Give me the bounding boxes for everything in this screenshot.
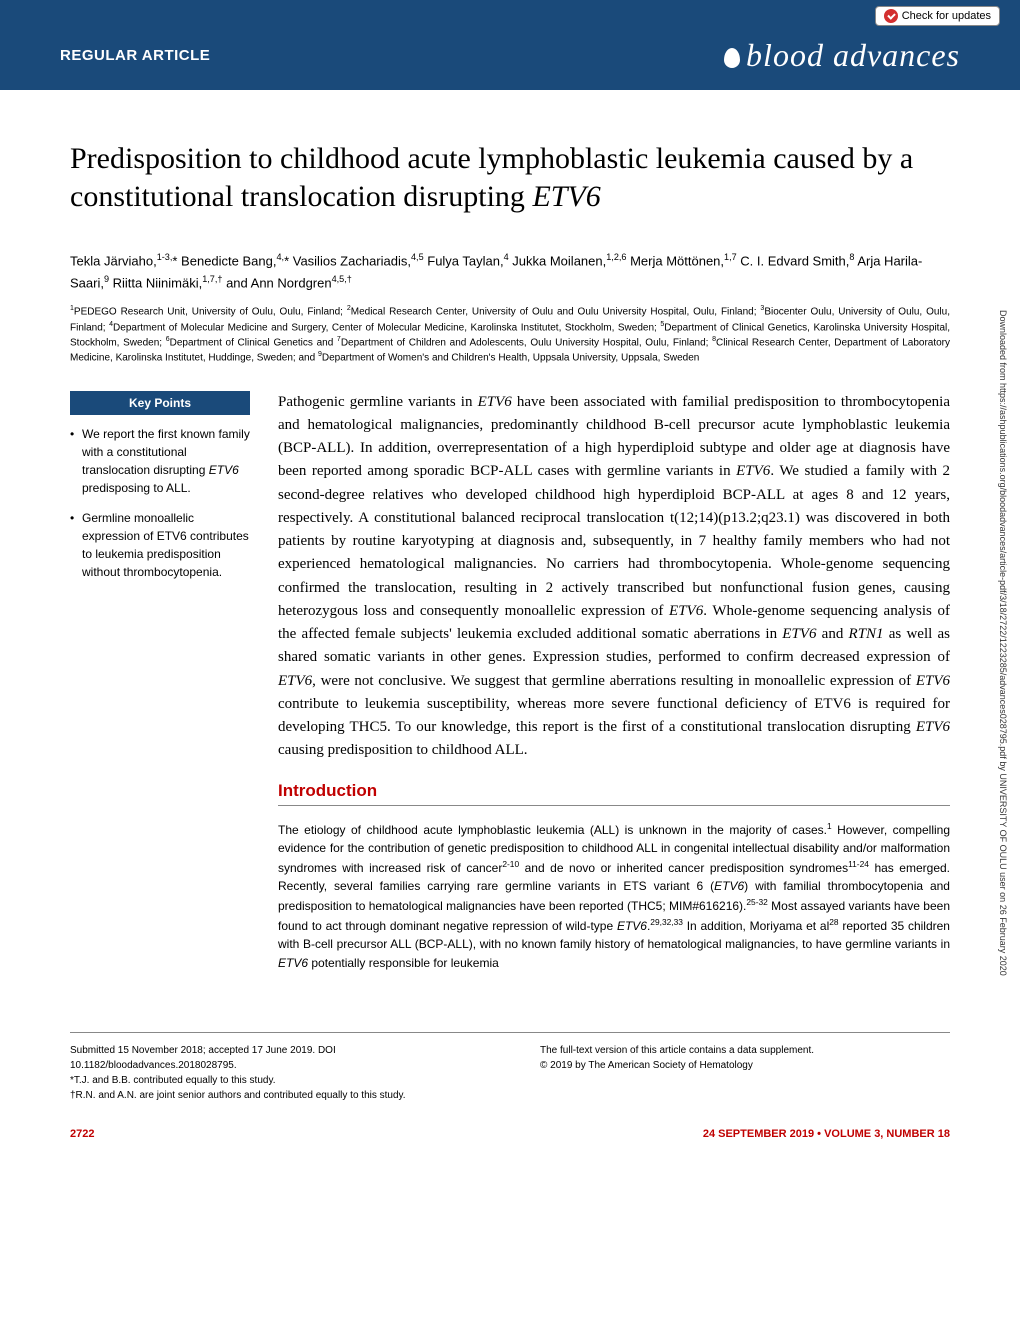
introduction-text: The etiology of childhood acute lymphobl… — [278, 820, 950, 973]
key-point-item: Germline monoallelic expression of ETV6 … — [70, 509, 250, 581]
introduction-heading: Introduction — [278, 781, 950, 801]
author-list: Tekla Järviaho,1-3,* Benedicte Bang,4,* … — [70, 250, 950, 294]
footer-right-column: The full-text version of this article co… — [540, 1043, 950, 1103]
download-watermark: Downloaded from https://ashpublications.… — [998, 310, 1008, 990]
issue-info: 24 SEPTEMBER 2019 • VOLUME 3, NUMBER 18 — [703, 1128, 950, 1140]
journal-name: blood advances — [746, 37, 960, 73]
title-gene: ETV6 — [532, 180, 600, 213]
article-content: Predisposition to childhood acute lympho… — [0, 90, 1020, 1002]
check-updates-icon — [884, 9, 898, 23]
footer-left-column: Submitted 15 November 2018; accepted 17 … — [70, 1043, 480, 1103]
article-type-label: REGULAR ARTICLE — [60, 47, 210, 64]
main-text-column: Pathogenic germline variants in ETV6 hav… — [278, 391, 950, 973]
journal-header: REGULAR ARTICLE blood advances — [0, 0, 1020, 90]
submission-info: Submitted 15 November 2018; accepted 17 … — [70, 1043, 480, 1073]
affiliations: 1PEDEGO Research Unit, University of Oul… — [70, 304, 950, 365]
supplement-note: The full-text version of this article co… — [540, 1043, 950, 1058]
body-columns: Key Points We report the first known fam… — [70, 391, 950, 973]
abstract-text: Pathogenic germline variants in ETV6 hav… — [278, 391, 950, 763]
article-title: Predisposition to childhood acute lympho… — [70, 140, 950, 215]
page-footer: 2722 24 SEPTEMBER 2019 • VOLUME 3, NUMBE… — [0, 1103, 1020, 1160]
journal-logo: blood advances — [724, 37, 960, 74]
section-rule — [278, 805, 950, 806]
check-updates-label: Check for updates — [902, 10, 991, 22]
blood-drop-icon — [724, 48, 740, 68]
key-points-box: Key Points We report the first known fam… — [70, 391, 250, 593]
copyright-note: © 2019 by The American Society of Hemato… — [540, 1058, 950, 1073]
page-number: 2722 — [70, 1128, 94, 1140]
equal-contrib-note: *T.J. and B.B. contributed equally to th… — [70, 1073, 480, 1088]
article-footer: Submitted 15 November 2018; accepted 17 … — [70, 1032, 950, 1103]
key-point-item: We report the first known family with a … — [70, 425, 250, 497]
key-points-header: Key Points — [70, 391, 250, 415]
check-for-updates-button[interactable]: Check for updates — [875, 6, 1000, 26]
title-text: Predisposition to childhood acute lympho… — [70, 142, 913, 213]
key-points-list: We report the first known family with a … — [70, 425, 250, 581]
senior-author-note: †R.N. and A.N. are joint senior authors … — [70, 1088, 480, 1103]
